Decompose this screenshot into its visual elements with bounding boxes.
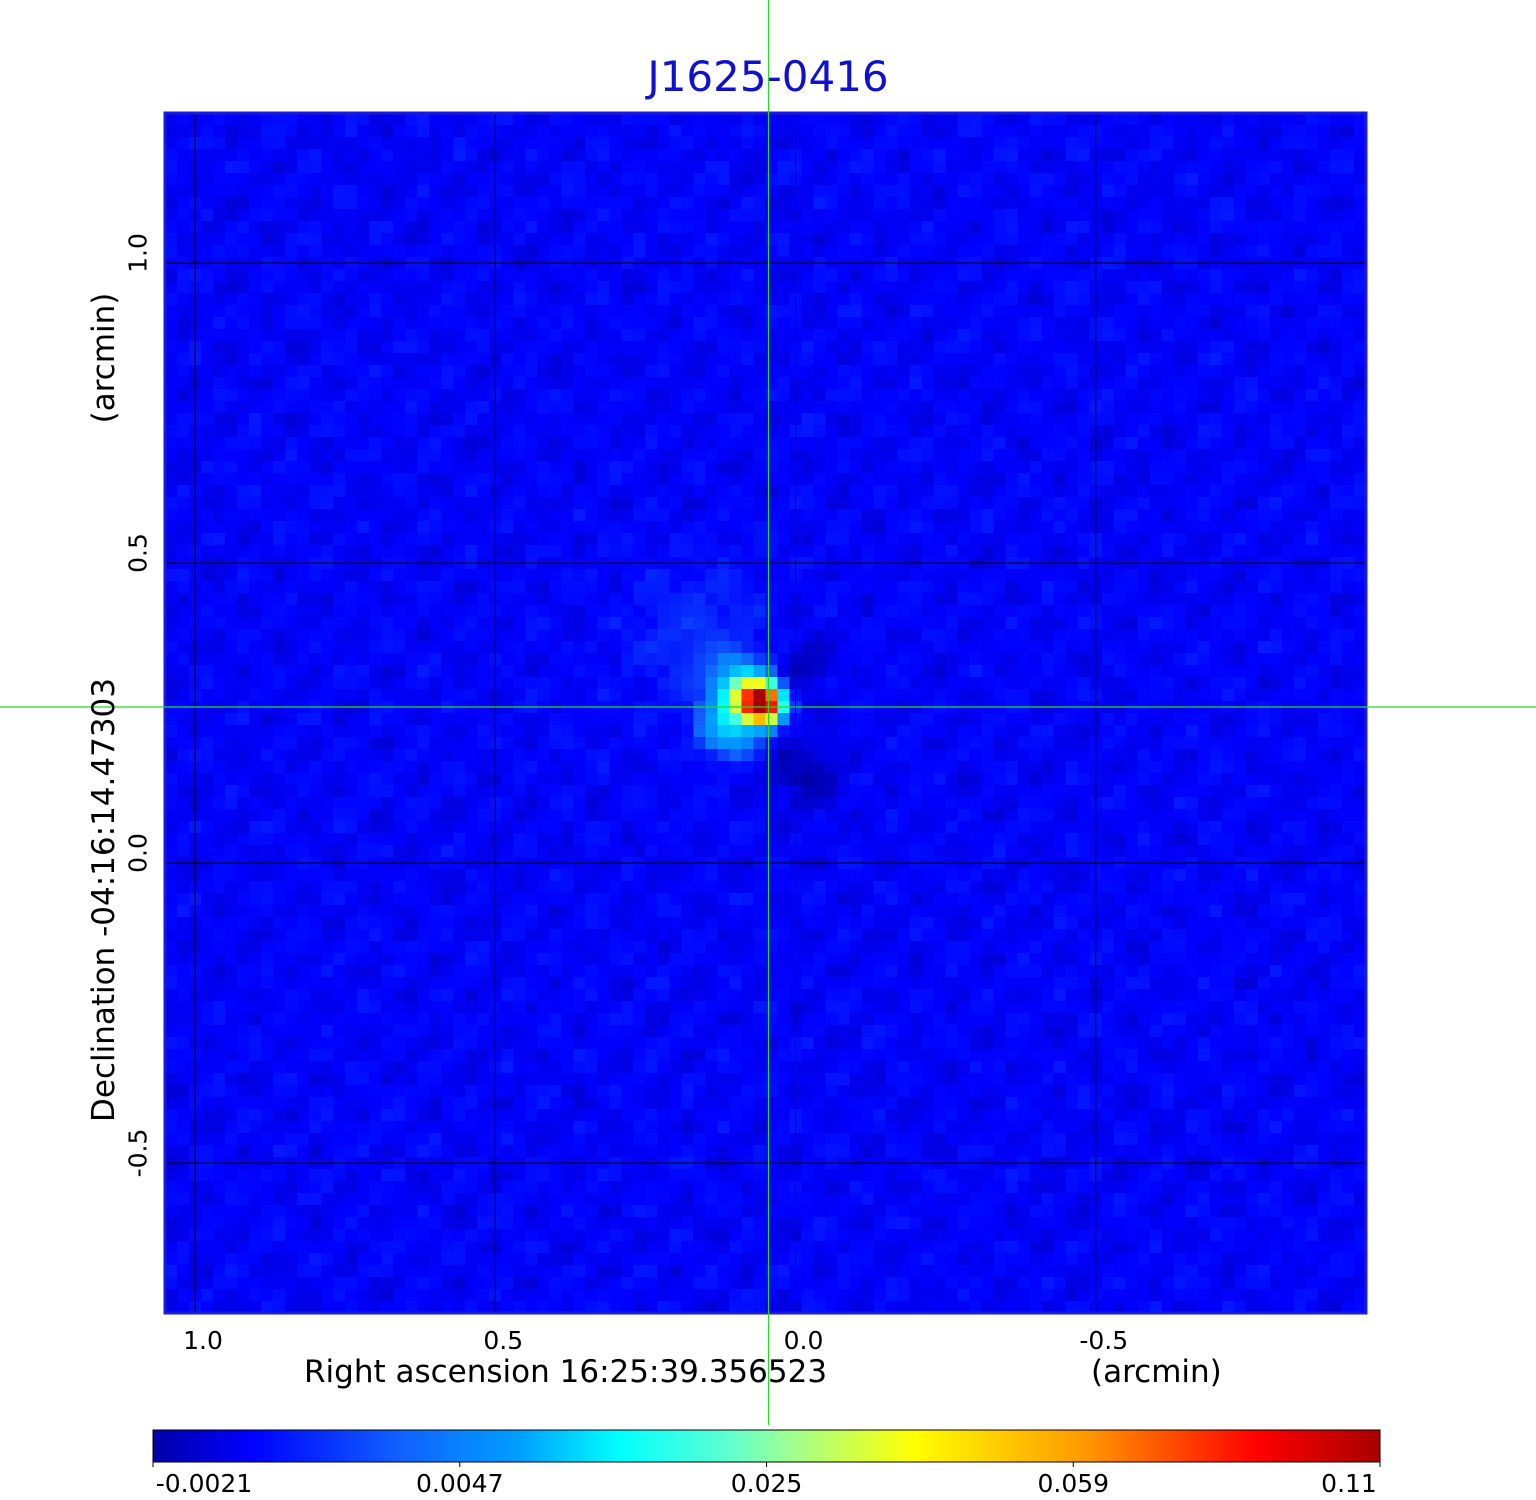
colorbar-tick-label: 0.025 <box>730 1469 803 1498</box>
x-tick-label: 0.5 <box>483 1326 524 1355</box>
crosshair <box>0 0 1536 1425</box>
plot-frame <box>163 111 1368 1315</box>
y-tick-label: 0.5 <box>123 533 153 573</box>
image-pixels <box>165 113 1367 1314</box>
y-tick-label: 0.0 <box>123 833 153 873</box>
y-axis-label: Declination -04:16:14.47303 <box>86 678 122 1122</box>
x-tick-label: -0.5 <box>1079 1326 1129 1355</box>
colorbar-tick-label: 0.11 <box>1321 1469 1377 1498</box>
colorbar-tick-label: -0.0021 <box>155 1469 253 1498</box>
y-tick-label: -0.5 <box>123 1128 153 1178</box>
grid-lines <box>165 113 1366 1313</box>
colorbar <box>152 1429 1381 1463</box>
colorbar-ticks <box>152 1462 1381 1467</box>
colorbar-tick-label: 0.0047 <box>416 1469 504 1498</box>
colorbar-tick-label: 0.059 <box>1037 1469 1110 1498</box>
x-tick-label: 0.0 <box>783 1326 824 1355</box>
x-axis-label: Right ascension 16:25:39.356523 <box>304 1354 828 1390</box>
y-axis-unit: (arcmin) <box>86 292 122 424</box>
y-tick-label: 1.0 <box>123 233 153 273</box>
x-tick-label: 1.0 <box>183 1326 223 1355</box>
x-axis-unit: (arcmin) <box>1091 1354 1222 1390</box>
